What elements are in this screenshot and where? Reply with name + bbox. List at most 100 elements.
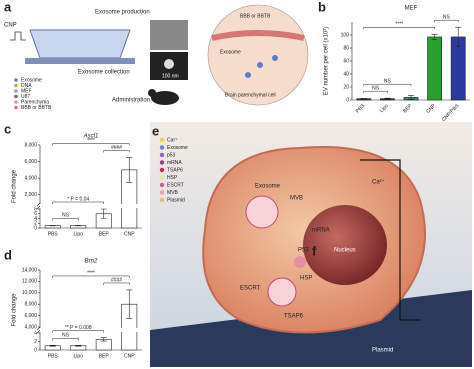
mvb	[245, 195, 279, 229]
chip	[25, 58, 135, 64]
y-tick-label: 6,000	[24, 313, 37, 319]
x-tick-label: Lipo	[379, 103, 390, 114]
error-bar	[455, 26, 462, 47]
icon	[257, 62, 263, 68]
axis-break	[36, 204, 142, 208]
label-collection: Exosome collection	[78, 70, 130, 76]
y-tick-label: 60	[343, 58, 349, 64]
chart-title: Ascl1	[83, 134, 99, 140]
legend-label: Exosome	[21, 77, 42, 83]
legend-label: DNA	[21, 83, 32, 89]
scene-label: HSP	[300, 276, 312, 282]
significance-label: NS	[443, 15, 451, 21]
legend-icon	[14, 83, 18, 88]
legend-icon	[14, 78, 18, 82]
legend-label: MEF	[21, 88, 32, 94]
vesicle	[294, 256, 306, 268]
legend-label: Exosome	[167, 145, 188, 151]
legend-icon	[14, 89, 18, 93]
legend-icon	[14, 105, 18, 110]
chart-title: MEF	[405, 6, 418, 12]
chamber	[29, 29, 131, 59]
error-bar	[100, 208, 107, 219]
label-administration: Administration	[112, 98, 150, 104]
label-cnp: CNP	[4, 23, 17, 29]
circuit	[360, 159, 420, 321]
x-tick-label: BEP	[402, 103, 414, 115]
legend-icon	[159, 152, 165, 158]
significance-bracket	[363, 83, 412, 87]
legend-icon	[159, 190, 165, 195]
legend-label: U87	[21, 94, 30, 100]
significance-bracket	[363, 27, 435, 30]
y-tick-label: 4	[34, 216, 37, 222]
legend-label: Parenchyma	[21, 99, 49, 105]
inset-label: Exosome	[220, 49, 241, 55]
pulse	[10, 31, 26, 41]
y-tick-label: 12,000	[22, 279, 38, 285]
error-bar	[49, 345, 56, 347]
scale-label: 100 nm	[162, 73, 179, 79]
legend-label: p53	[167, 152, 176, 158]
legend-icon	[159, 167, 165, 173]
scene-label: ESCRT	[240, 286, 261, 292]
scene-label: Ca²⁺	[372, 179, 385, 186]
chart: b MEF EV number per cell (x10³) 0 20 40 60 80 10…	[318, 0, 470, 123]
significance-bracket	[52, 143, 130, 146]
significance-bracket	[52, 330, 104, 333]
legend-icon	[14, 94, 18, 99]
significance-label: ****	[87, 270, 95, 276]
legend-label: Plasmid	[167, 197, 185, 203]
chart: d Brn2 Fold change 0 2 44,000 6,000 8,000 10,000…	[4, 247, 142, 359]
mouse	[151, 91, 179, 105]
y-axis-label: EV number per cell (x10³)	[324, 27, 330, 95]
nucleus	[303, 205, 387, 285]
y-tick-label: 14,000	[22, 267, 38, 273]
scene-label: MVB	[290, 196, 303, 202]
y-tick-label: 20	[343, 84, 349, 90]
error-bar	[126, 289, 133, 319]
y-tick-label: 6,000	[24, 159, 37, 165]
legend-icon	[159, 160, 165, 165]
scene-label: P53	[298, 248, 309, 254]
y-tick-label: 2	[34, 339, 37, 345]
y-axis-label: Fold change	[12, 169, 18, 203]
panel-e: e Exosome MVB Ca²⁺ mRNA Nucleus P53 ESCR…	[150, 122, 472, 367]
legend-icon	[159, 137, 165, 143]
significance-label: ####	[111, 145, 122, 151]
legend-icon	[159, 175, 165, 180]
y-tick-label: 0	[346, 97, 349, 103]
y-tick-label: 40	[343, 71, 349, 77]
icon	[272, 55, 278, 61]
scene-label: Plasmid	[372, 348, 393, 354]
label-production: Exosome production	[95, 10, 150, 16]
mouse-head	[148, 89, 156, 97]
y-tick-label: 80	[343, 45, 349, 51]
significance-label: ####	[111, 277, 122, 283]
x-tick-label: Lipo	[74, 353, 84, 359]
y-tick-label: 6	[34, 211, 37, 217]
y-tick-label: 4,000	[24, 175, 37, 181]
chart-title: Brn2	[85, 259, 98, 265]
significance-bracket	[103, 150, 130, 153]
legend-label: Ca²⁺	[167, 137, 178, 143]
icon	[245, 72, 251, 78]
axis-break-mark	[36, 326, 41, 334]
significance-bracket	[52, 218, 79, 221]
legend-label: MVB	[167, 190, 179, 196]
x-tick-label: CNP	[124, 231, 135, 237]
y-tick-label: 8,000	[24, 142, 37, 148]
x-tick-label: PBS	[48, 231, 59, 237]
significance-bracket	[434, 19, 459, 23]
scene-label: TSAP6	[284, 314, 304, 320]
error-bar	[100, 337, 107, 342]
y-tick-label: 8,000	[24, 302, 37, 308]
legend-icon	[159, 197, 165, 203]
panel-label: a	[4, 0, 12, 14]
axis-break-mark	[36, 202, 41, 210]
y-tick-label: 4,000	[24, 324, 37, 330]
significance-label: NS	[62, 333, 70, 339]
y-tick-label: 10,000	[22, 290, 38, 296]
significance-label: NS	[62, 213, 70, 219]
